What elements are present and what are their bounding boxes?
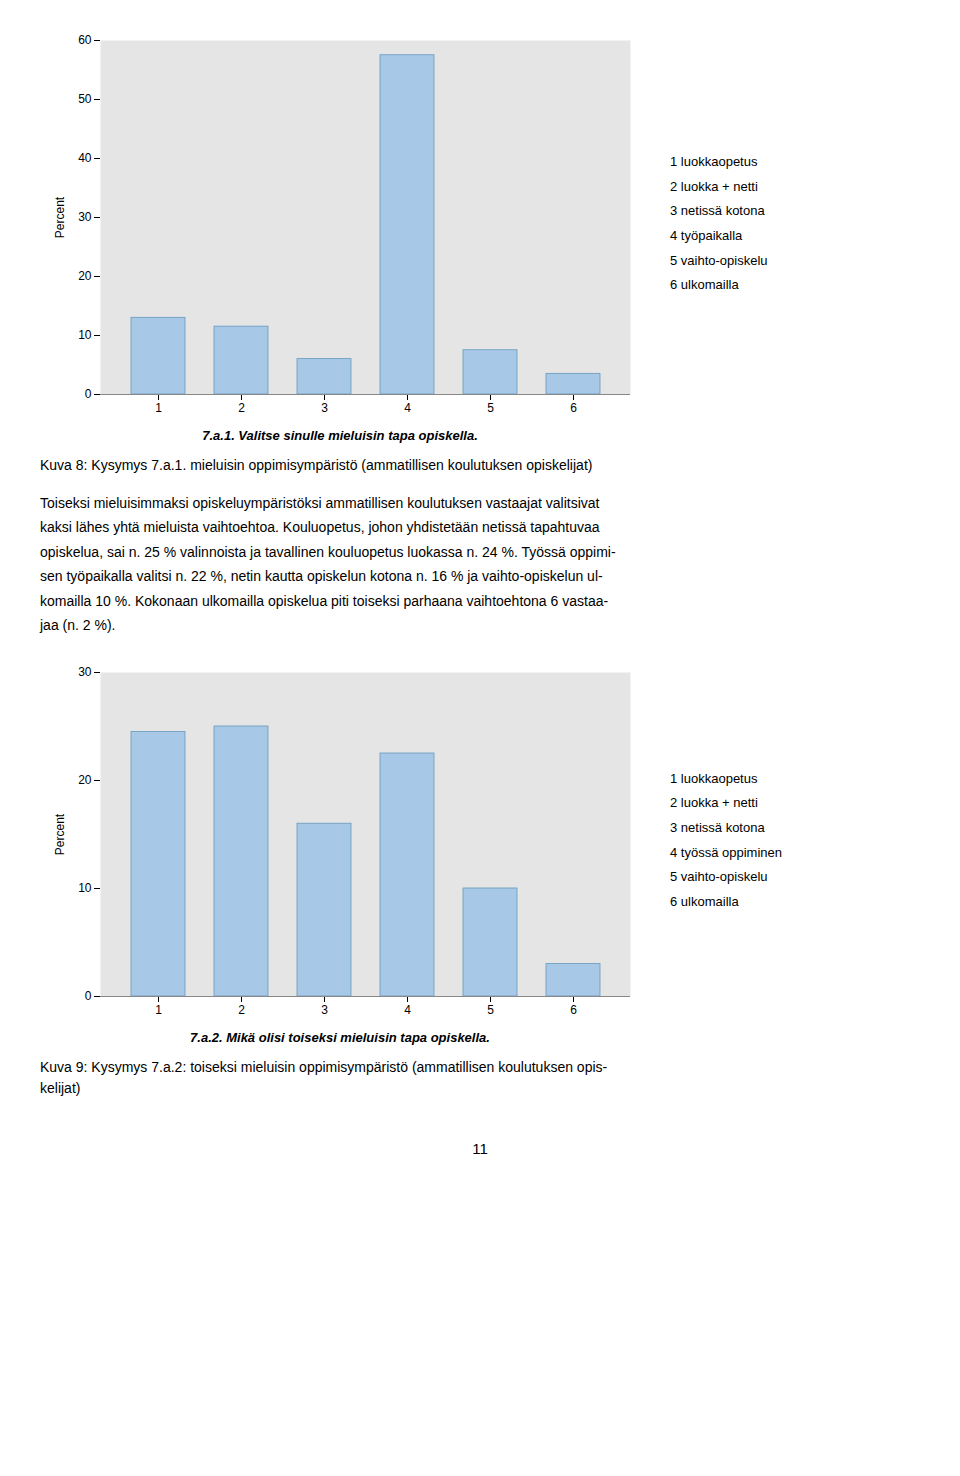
svg-text:40: 40 [78, 151, 92, 165]
svg-text:50: 50 [78, 92, 92, 106]
svg-text:10: 10 [78, 328, 92, 342]
html-text:5 vaihto-opiskelu: 5 vaihto-opiskelu [670, 869, 768, 885]
html-text:1 luokkaopetus: 1 luokkaopetus [670, 153, 758, 169]
svg-text:5: 5 [487, 1003, 494, 1017]
svg-text:20: 20 [78, 773, 92, 787]
html-text:2 luokka + netti: 2 luokka + netti [670, 795, 758, 811]
svg-text:2: 2 [238, 1003, 245, 1017]
html-text:7.a.1. Valitse sinulle mieluis: 7.a.1. Valitse sinulle mieluisin tapa op… [202, 428, 478, 443]
html-text:4 työssä oppiminen: 4 työssä oppiminen [670, 844, 782, 860]
html-text:3 netissä kotona: 3 netissä kotona [670, 820, 765, 835]
html-text:kelijat): kelijat) [40, 1080, 81, 1097]
html-text:2 luokka + netti: 2 luokka + netti [670, 178, 758, 194]
svg-text:5: 5 [487, 401, 494, 415]
html-text:5 vaihto-opiskelu: 5 vaihto-opiskelu [670, 252, 768, 268]
html-text:opiskelua, sai n. 25 % valinno: opiskelua, sai n. 25 % valinnoista ja ta… [40, 543, 616, 560]
svg-text:4: 4 [404, 401, 411, 415]
html-text:Toiseksi mieluisimmaksi opiske: Toiseksi mieluisimmaksi opiskeluympärist… [40, 494, 600, 511]
svg-text:3: 3 [321, 1003, 328, 1017]
html-text:4 työpaikalla: 4 työpaikalla [670, 228, 743, 243]
html-text:Kuva 8: Kysymys 7.a.1. mieluis: Kuva 8: Kysymys 7.a.1. mieluisin oppimis… [40, 457, 593, 473]
html-text:Kuva 9: Kysymys 7.a.2: toiseks: Kuva 9: Kysymys 7.a.2: toiseksi mieluisi… [40, 1058, 608, 1075]
html-text:3 netissä kotona: 3 netissä kotona [670, 203, 765, 219]
html-text:sen työpaikalla valitsi n. 22: sen työpaikalla valitsi n. 22 %, netin k… [40, 568, 603, 585]
html-text:komailla 10 %. Kokonaan ulkoma: komailla 10 %. Kokonaan ulkomailla opisk… [40, 592, 609, 609]
svg-text:30: 30 [78, 210, 92, 224]
svg-text:Percent: Percent [53, 813, 67, 855]
svg-text:1: 1 [155, 1003, 162, 1017]
html-text:6 ulkomailla: 6 ulkomailla [670, 894, 739, 910]
svg-text:30: 30 [78, 665, 92, 679]
svg-text:0: 0 [85, 989, 92, 1003]
svg-text:10: 10 [78, 881, 92, 895]
html-text:6 ulkomailla: 6 ulkomailla [670, 277, 739, 293]
html-text:kaksi lähes yhtä mieluista vai: kaksi lähes yhtä mieluista vaihtoehtoa. … [40, 519, 600, 536]
html-text:1 luokkaopetus: 1 luokkaopetus [670, 770, 758, 786]
html-text:jaa (n. 2 %).: jaa (n. 2 %). [40, 617, 116, 634]
svg-text:6: 6 [570, 1003, 577, 1017]
svg-text:3: 3 [321, 401, 328, 415]
svg-text:0: 0 [85, 387, 92, 401]
html-text:7.a.2. Mikä olisi toiseksi mie: 7.a.2. Mikä olisi toiseksi mieluisin tap… [190, 1029, 490, 1045]
svg-text:4: 4 [404, 1003, 411, 1017]
svg-text:6: 6 [570, 401, 577, 415]
svg-text:60: 60 [78, 33, 92, 47]
svg-text:1: 1 [155, 401, 162, 415]
svg-text:2: 2 [238, 401, 245, 415]
svg-text:Percent: Percent [53, 196, 67, 238]
html-text:11: 11 [472, 1140, 488, 1158]
svg-text:20: 20 [78, 269, 92, 283]
